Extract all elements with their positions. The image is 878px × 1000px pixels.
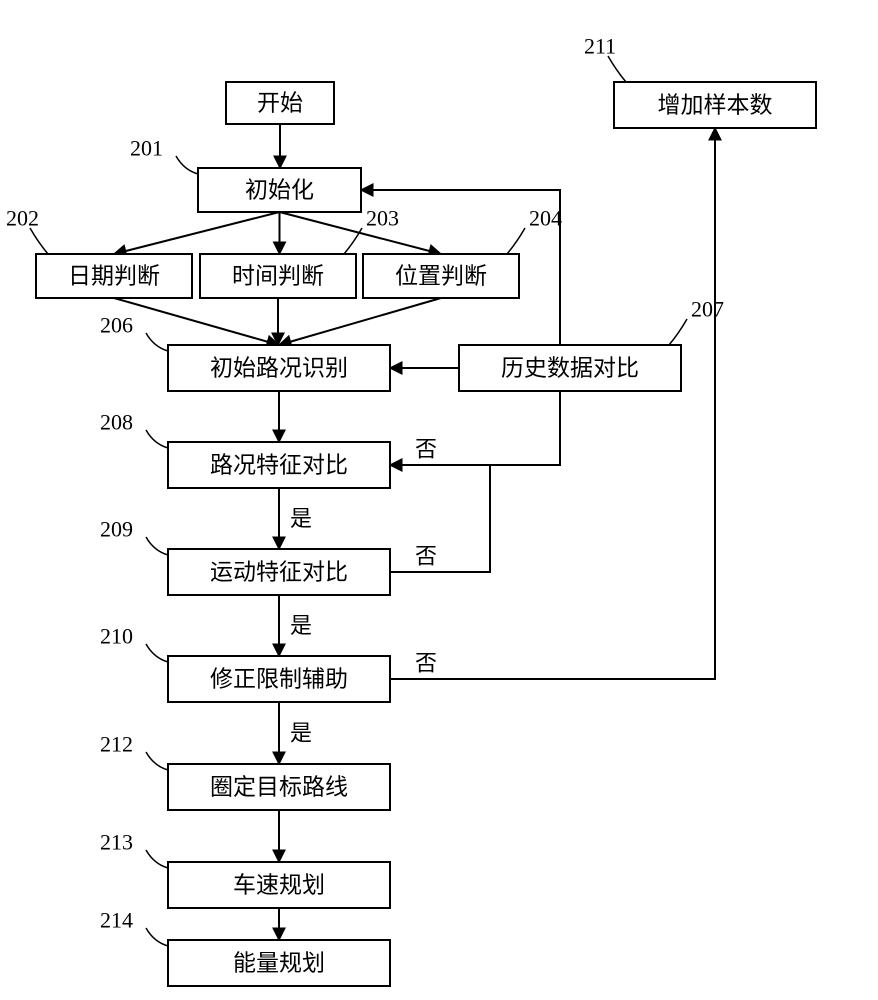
num-n210: 210 [100, 624, 133, 649]
num-n202: 202 [6, 206, 39, 231]
node-n208-text: 路况特征对比 [210, 453, 348, 478]
node-n206: 初始路况识别 [168, 345, 390, 391]
num-n204: 204 [529, 206, 562, 231]
node-n212-text: 圈定目标路线 [210, 775, 348, 800]
node-n213: 车速规划 [168, 862, 390, 908]
node-n214: 能量规划 [168, 940, 390, 986]
num-n201: 201 [130, 136, 163, 161]
num-n208: 208 [100, 410, 133, 435]
node-n213-text: 车速规划 [233, 873, 325, 898]
node-n203-text: 时间判断 [232, 264, 324, 289]
num-n203: 203 [366, 206, 399, 231]
node-n209: 运动特征对比 [168, 549, 390, 595]
node-n207-text: 历史数据对比 [501, 356, 639, 381]
node-n212: 圈定目标路线 [168, 764, 390, 810]
node-n207: 历史数据对比 [459, 345, 681, 391]
yes-label: 是 [290, 721, 312, 746]
node-n206-text: 初始路况识别 [210, 356, 348, 381]
node-n204: 位置判断 [363, 254, 519, 298]
num-n211: 211 [584, 34, 616, 59]
num-n214: 214 [100, 908, 133, 933]
node-n214-text: 能量规划 [233, 951, 325, 976]
node-start: 开始 [226, 82, 334, 124]
flowchart: 开始初始化日期判断 时间判断 位置判断初始路况识别 历史数据对比路况特征对比运动特征对… [0, 0, 878, 1000]
node-start-text: 开始 [257, 91, 303, 116]
node-n210: 修正限制辅助 [168, 656, 390, 702]
no-label: 否 [415, 437, 437, 462]
node-n208: 路况特征对比 [168, 442, 390, 488]
no-label: 否 [415, 544, 437, 569]
node-n201: 初始化 [198, 168, 361, 212]
node-n202-text: 日期判断 [68, 264, 160, 289]
node-n202: 日期判断 [36, 254, 192, 298]
node-n209-text: 运动特征对比 [210, 560, 348, 585]
num-n209: 209 [100, 517, 133, 542]
node-n204-text: 位置判断 [395, 264, 487, 289]
node-n203: 时间判断 [200, 254, 356, 298]
num-n212: 212 [100, 732, 133, 757]
node-n210-text: 修正限制辅助 [210, 667, 348, 692]
num-n207: 207 [691, 297, 724, 322]
num-n213: 213 [100, 830, 133, 855]
no-label: 否 [415, 651, 437, 676]
yes-label: 是 [290, 506, 312, 531]
node-n211: 增加样本数 [614, 82, 816, 128]
node-n201-text: 初始化 [245, 178, 314, 203]
num-n206: 206 [100, 313, 133, 338]
yes-label: 是 [290, 613, 312, 638]
node-n211-text: 增加样本数 [658, 93, 773, 118]
